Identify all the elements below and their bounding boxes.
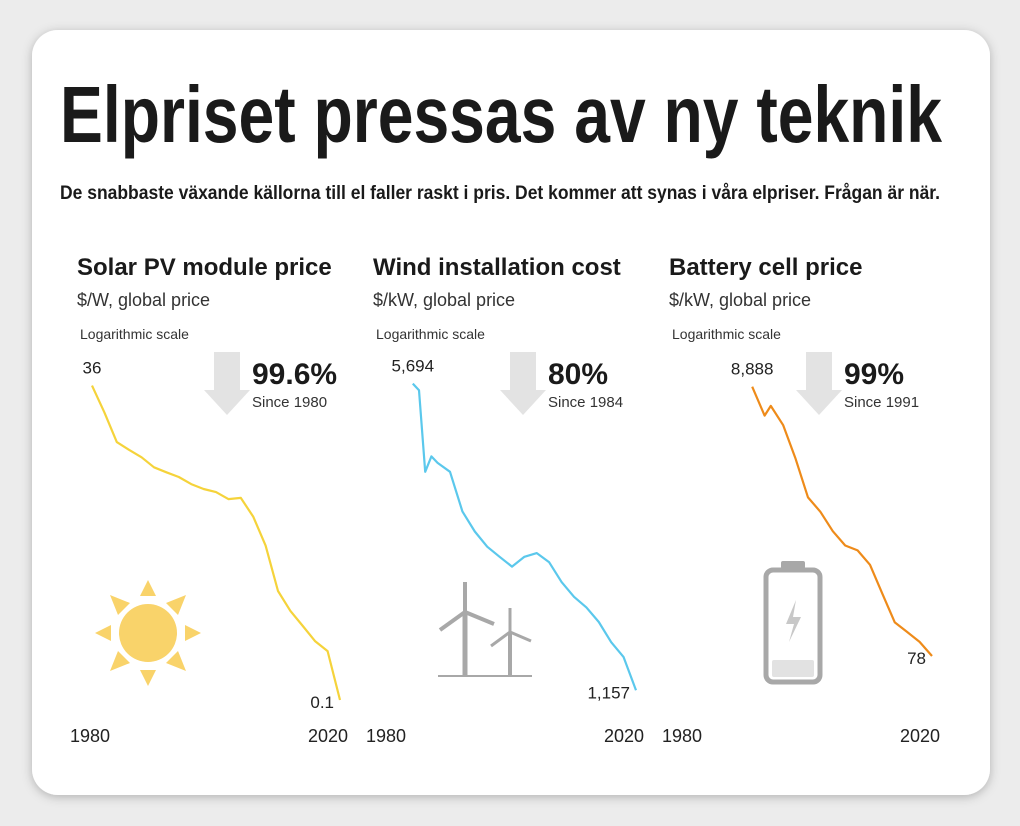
annotation-note: Since 1984 — [548, 394, 623, 411]
x-tick-label: 1980 — [366, 726, 406, 746]
scale-note: Logarithmic scale — [672, 326, 781, 342]
chart-title: Wind installation cost — [373, 254, 621, 281]
page-title: Elpriset pressas av ny teknik — [60, 70, 942, 159]
x-tick-label: 1980 — [70, 726, 110, 746]
line — [751, 386, 933, 657]
down-arrow — [500, 352, 546, 415]
value-label: 1,157 — [587, 683, 630, 702]
scale-note: Logarithmic scale — [376, 326, 485, 342]
x-tick-label: 2020 — [308, 726, 348, 746]
chart-subtitle: $/W, global price — [77, 290, 210, 310]
value-label: 36 — [83, 359, 102, 378]
annotation-note: Since 1980 — [252, 394, 327, 411]
x-tick-label: 1980 — [662, 726, 702, 746]
card — [32, 30, 990, 795]
x-tick-label: 2020 — [900, 726, 940, 746]
value-label: 78 — [907, 649, 926, 668]
annotation: 80% — [548, 358, 608, 391]
wind-icon — [438, 582, 532, 677]
annotation: 99.6% — [252, 358, 337, 391]
value-label: 5,694 — [392, 357, 435, 376]
line — [411, 382, 638, 691]
down-arrow — [796, 352, 842, 415]
down-arrow — [204, 352, 250, 415]
annotation: 99% — [844, 358, 904, 391]
chart-subtitle: $/kW, global price — [373, 290, 515, 310]
x-tick-label: 2020 — [604, 726, 644, 746]
sun-icon — [95, 580, 201, 686]
annotation-note: Since 1991 — [844, 394, 919, 411]
chart-subtitle: $/kW, global price — [669, 290, 811, 310]
chart-title: Solar PV module price — [77, 254, 332, 281]
battery-icon — [763, 561, 823, 685]
value-label: 8,888 — [731, 360, 774, 379]
line — [91, 385, 342, 701]
chart-title: Battery cell price — [669, 254, 862, 281]
value-label: 0.1 — [310, 693, 334, 712]
scale-note: Logarithmic scale — [80, 326, 189, 342]
page-subtitle: De snabbaste växande källorna till el fa… — [60, 183, 940, 204]
